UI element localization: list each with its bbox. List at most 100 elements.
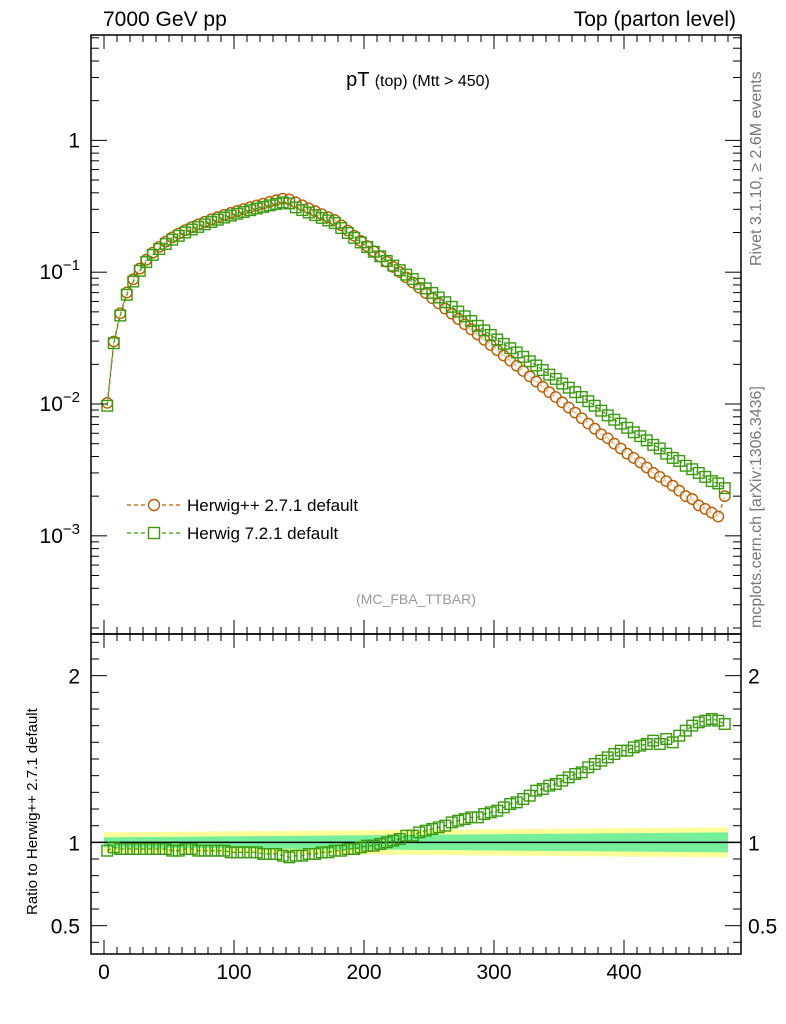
ratio-data-point [699,714,712,727]
ratio-y-tick-label-right: 0.5 [748,916,777,939]
data-point [218,211,231,224]
ratio-data-point [205,844,218,857]
data-point [140,256,153,269]
ratio-data-point [198,844,211,857]
ratio-data-point [211,844,224,857]
ratio-data-point [660,733,673,746]
ratio-data-point [504,798,517,811]
ratio-data-point [530,784,543,797]
ratio-data-point [341,843,354,856]
ratio-data-point [302,848,315,861]
data-point [400,268,413,281]
ratio-data-point [712,714,725,727]
data-point [263,199,276,212]
ratio-data-point [140,843,153,856]
ratio-data-point [296,849,309,862]
data-point [159,237,172,250]
ratio-data-point [582,761,595,774]
ratio-data-point [647,734,660,747]
data-point [582,395,595,408]
ratio-data-point [172,844,185,857]
data-point [621,421,634,434]
y-tick-label: 10−1 [40,257,80,284]
chart-title: pT (top) (Mtt > 450) [346,69,490,91]
header-right-label: Top (parton level) [573,8,736,31]
ratio-data-point [231,846,244,859]
data-point [679,459,692,472]
ratio-plot-area [91,634,741,954]
ratio-data-point [478,808,491,821]
data-point [205,215,218,228]
data-point [497,337,510,350]
ratio-data-point [484,806,497,819]
data-point [491,333,504,346]
ratio-data-point [666,736,679,749]
ratio-data-point [179,843,192,856]
ratio-data-point [374,838,387,851]
data-point [309,209,322,222]
ratio-series-herwig-721 [101,713,731,864]
ratio-data-point [185,843,198,856]
data-point [712,510,725,523]
ratio-data-point [510,796,523,809]
header-left-label: 7000 GeV pp [103,8,227,31]
ratio-data-point [458,813,471,826]
ratio-data-point [452,814,465,827]
ratio-data-point [595,754,608,767]
data-point [244,204,257,217]
data-point [419,282,432,295]
ratio-data-point [387,834,400,847]
data-point [640,434,653,447]
data-point [237,205,250,218]
ratio-data-point [283,851,296,864]
ratio-data-point [393,833,406,846]
ratio-data-point [153,843,166,856]
data-point [510,346,523,359]
data-point [575,391,588,404]
data-point [192,220,205,233]
ratio-data-point [270,848,283,861]
ratio-data-point [276,849,289,862]
legend: Herwig++ 2.7.1 default Herwig 7.2.1 defau… [127,496,358,543]
ratio-data-point [114,843,127,856]
data-point [484,328,497,341]
data-point [413,277,426,290]
legend-item-herwig-721: Herwig 7.2.1 default [127,524,338,543]
ratio-data-point [101,844,114,857]
ratio-data-point [517,793,530,806]
ratio-y-tick-label-left: 2 [68,666,80,689]
data-point [270,197,283,210]
data-point [250,202,263,215]
data-point [127,275,140,288]
x-tick-label: 300 [476,961,511,984]
ratio-y-axis-label: Ratio to Herwig++ 2.7.1 default [24,707,41,915]
ratio-data-point [257,848,270,861]
y-tick-label: 10−2 [40,389,80,416]
ratio-data-point [322,846,335,859]
ratio-data-point [569,768,582,781]
ratio-data-point [543,779,556,792]
ratio-y-tick-label-left: 0.5 [51,916,80,939]
data-point [166,233,179,246]
ratio-data-point [237,846,250,859]
ratio-y-tick-label-left: 1 [68,832,80,855]
data-point [367,245,380,258]
data-point [504,342,517,355]
data-point [276,196,289,209]
data-point [692,466,705,479]
data-point [107,337,120,350]
main-plot-area [91,35,741,634]
legend-marker [147,498,161,512]
data-point [471,319,484,332]
ratio-data-point [244,846,257,859]
ratio-data-point [640,738,653,751]
data-point [426,286,439,299]
ratio-data-point [263,848,276,861]
ratio-y-tick-label-right: 2 [748,666,760,689]
ratio-data-point [634,739,647,752]
ratio-data-point [218,844,231,857]
ratio-data-point [166,844,179,857]
ratio-data-point [159,843,172,856]
ratio-data-point [309,848,322,861]
